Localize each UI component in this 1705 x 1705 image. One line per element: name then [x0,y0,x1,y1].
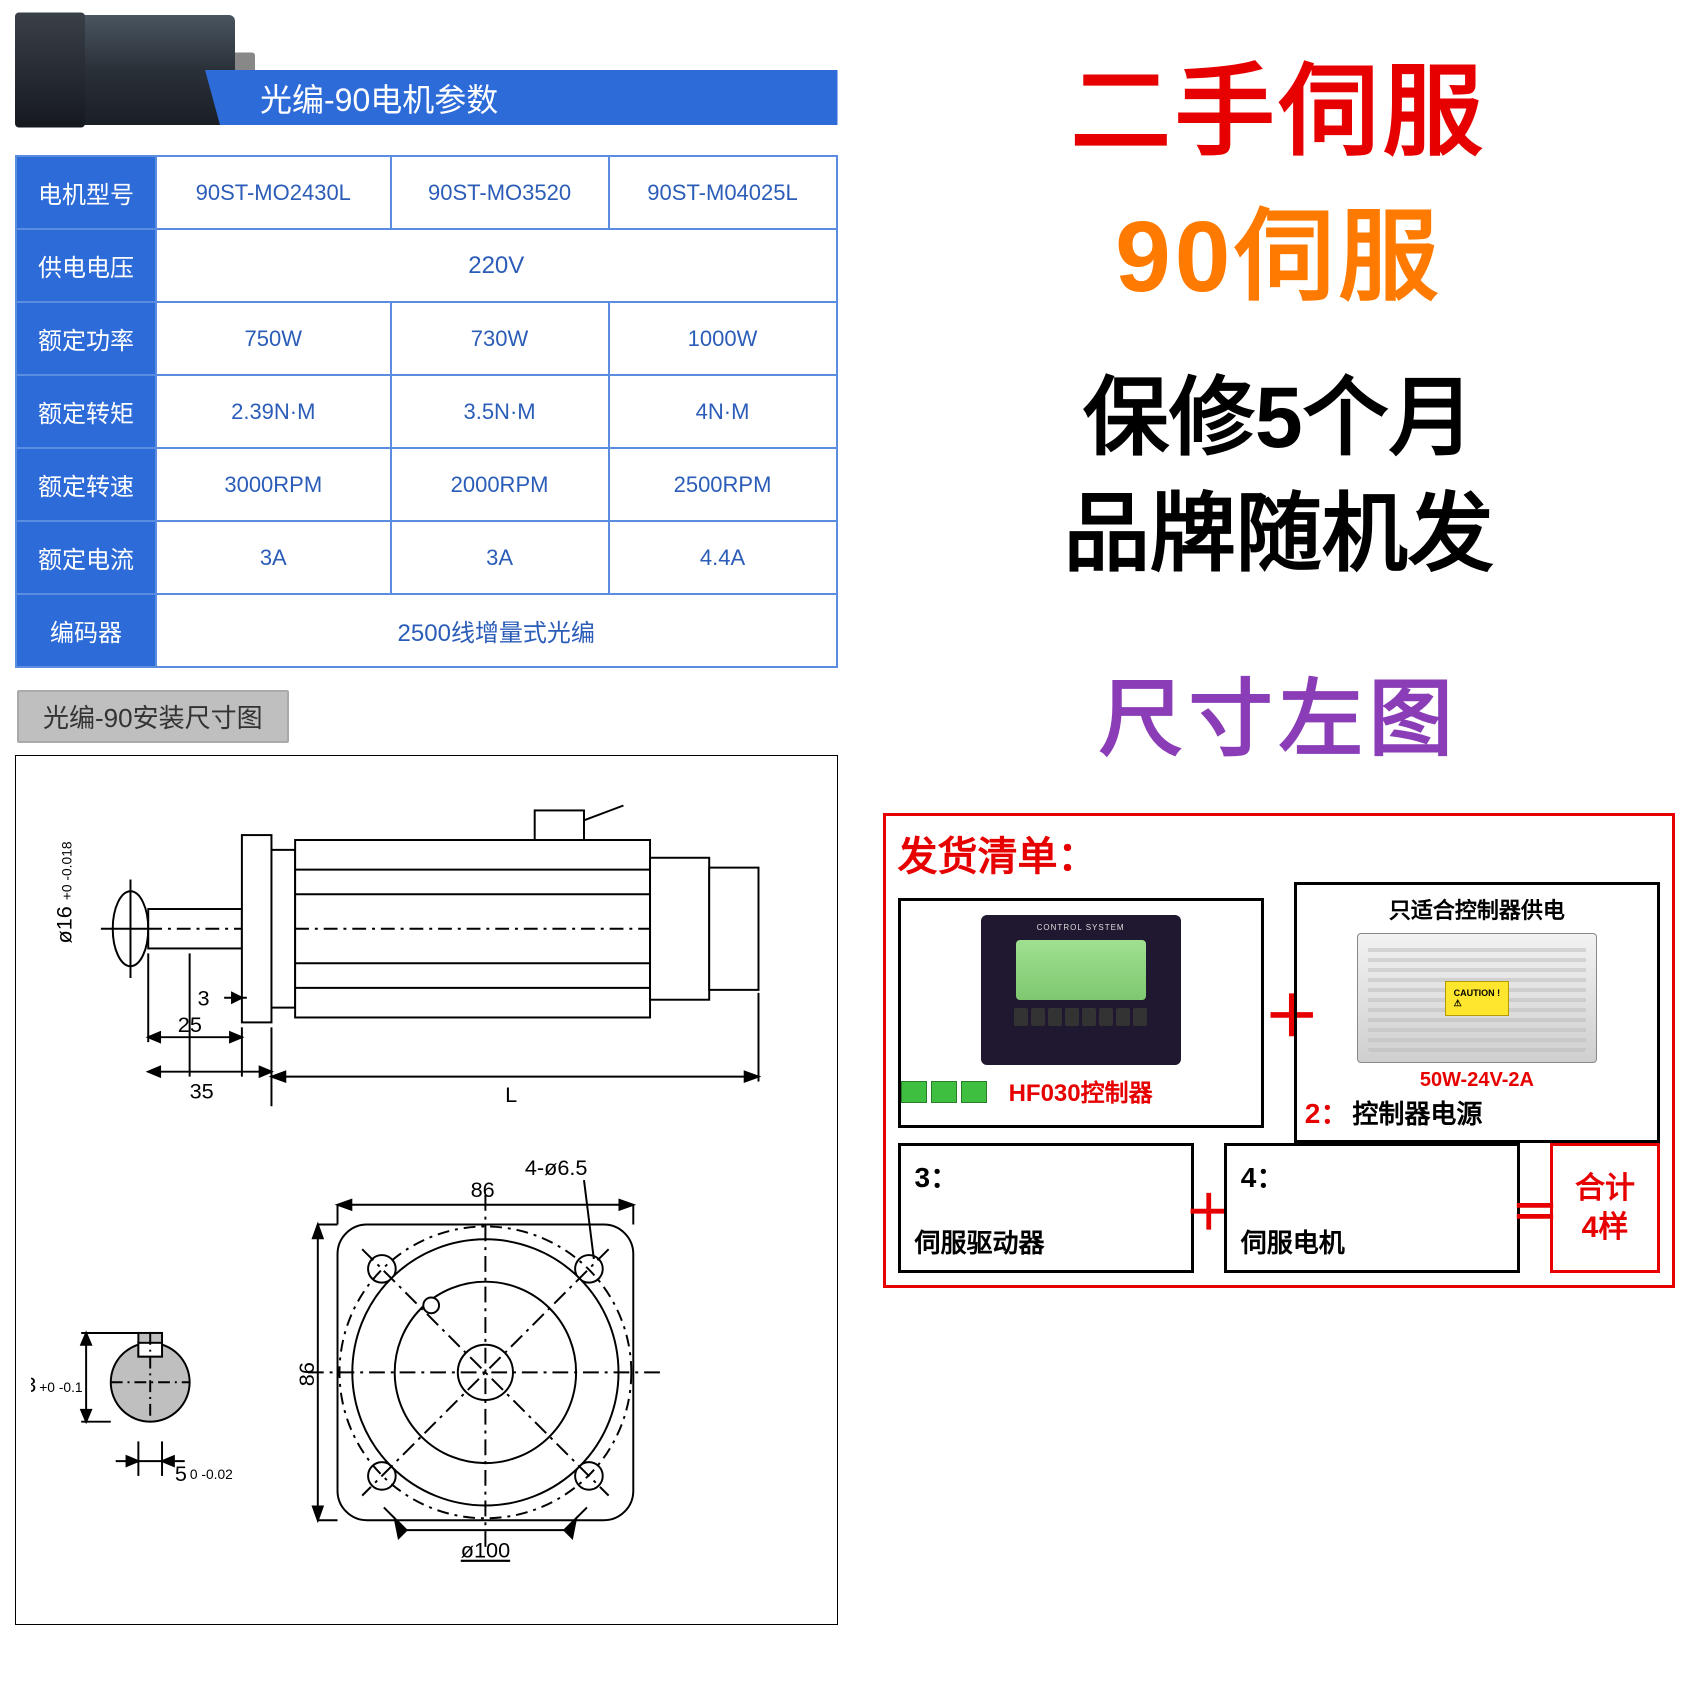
ship-total: 合计 4样 [1550,1143,1660,1273]
svg-text:3: 3 [198,986,210,1011]
svg-text:ø16 +0 -0.018: ø16 +0 -0.018 [51,841,76,943]
spec-row-label: 额定功率 [16,302,156,375]
spec-cell: 3000RPM [156,448,391,521]
shipping-list-title: 发货清单： [898,824,1661,882]
spec-cell: 90ST-M04025L [609,156,837,229]
ship-item-4: 4： 伺服电机 [1224,1143,1520,1273]
spec-row-label: 编码器 [16,594,156,667]
heading-90servo: 90伺服 [883,175,1676,320]
ship-item-3: 3： 伺服驱动器 [898,1143,1194,1273]
spec-row-label: 额定转速 [16,448,156,521]
spec-row-label: 额定转矩 [16,375,156,448]
svg-text:L: L [505,1082,517,1107]
spec-cell: 750W [156,302,391,375]
svg-text:25: 25 [178,1012,202,1037]
motor-header: 光编-90电机参数 [15,10,838,140]
spec-cell: 2500RPM [609,448,837,521]
spec-cell: 730W [391,302,609,375]
svg-text:13+0 -0.1: 13+0 -0.1 [31,1372,83,1397]
ship-item-1: CONTROL SYSTEM HF030控制器 [898,898,1264,1128]
spec-cell: 220V [156,229,837,302]
equals-icon: ＝ [1520,1143,1550,1273]
plus-icon-2: ＋ [1194,1143,1224,1273]
spec-row-label: 供电电压 [16,229,156,302]
svg-text:50 -0.02: 50 -0.02 [175,1461,233,1486]
heading-dimension: 尺寸左图 [883,652,1676,773]
svg-text:ø100: ø100 [461,1538,510,1563]
spec-cell: 2.39N·M [156,375,391,448]
spec-row-label: 电机型号 [16,156,156,229]
banner-title: 光编-90电机参数 [260,75,498,121]
drawing-svg: ø16 +0 -0.018 [31,771,822,1609]
shipping-list-box: 发货清单： CONTROL SYSTEM HF030控制器 ＋ 只适合控制器供电 [883,813,1676,1288]
plus-icon: ＋ [1264,972,1294,1053]
svg-text:4-ø6.5: 4-ø6.5 [525,1155,588,1180]
power-supply-illustration: CAUTION !⚠ [1357,933,1597,1063]
spec-cell: 4N·M [609,375,837,448]
psu-note: 只适合控制器供电 [1389,893,1565,925]
psu-spec: 50W-24V-2A [1420,1069,1534,1092]
spec-cell: 4.4A [609,521,837,594]
spec-cell: 2000RPM [391,448,609,521]
ship-item-1-label: HF030控制器 [1009,1073,1153,1108]
ship-item-4-label: 伺服电机 [1241,1223,1345,1260]
dimension-label: 光编-90安装尺寸图 [17,690,289,743]
spec-table: 电机型号90ST-MO2430L90ST-MO352090ST-M04025L 供… [15,155,838,668]
spec-cell: 3A [156,521,391,594]
svg-text:86: 86 [471,1177,495,1202]
spec-cell: 90ST-MO3520 [391,156,609,229]
heading-warranty: 保修5个月 品牌随机发 [883,360,1676,592]
svg-text:35: 35 [190,1078,214,1103]
spec-row-label: 额定电流 [16,521,156,594]
heading-secondhand: 二手伺服 [883,30,1676,175]
spec-cell: 1000W [609,302,837,375]
spec-cell: 3.5N·M [391,375,609,448]
ship-item-2-label: 控制器电源 [1352,1094,1482,1131]
controller-illustration: CONTROL SYSTEM [981,915,1181,1065]
svg-text:86: 86 [294,1362,319,1386]
banner: 光编-90电机参数 [205,70,838,125]
motor-illustration [15,15,235,125]
spec-cell: 3A [391,521,609,594]
ship-item-3-label: 伺服驱动器 [915,1223,1045,1260]
ship-item-2: 只适合控制器供电 CAUTION !⚠ 50W-24V-2A 2： 控制器电源 [1294,882,1660,1143]
technical-drawing: ø16 +0 -0.018 [15,755,838,1625]
spec-cell: 2500线增量式光编 [156,594,837,667]
spec-cell: 90ST-MO2430L [156,156,391,229]
